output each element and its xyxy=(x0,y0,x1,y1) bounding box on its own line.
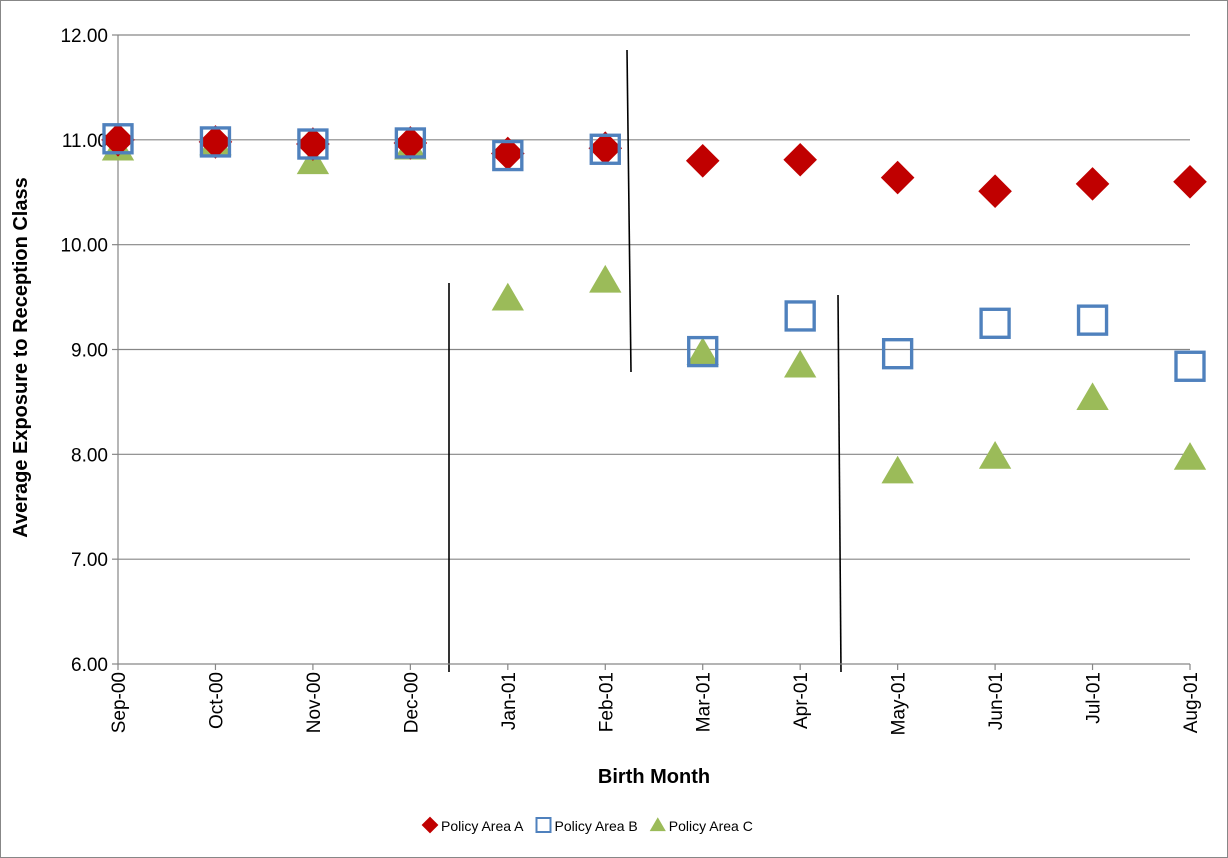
data-point xyxy=(491,136,525,171)
legend-label: Policy Area A xyxy=(441,818,524,834)
data-point xyxy=(881,455,914,484)
data-point xyxy=(784,349,817,378)
data-point xyxy=(492,139,524,172)
x-tick-label: Mar-01 xyxy=(694,672,715,732)
x-tick-label: Jul-01 xyxy=(1084,672,1105,724)
data-point xyxy=(979,307,1011,339)
y-axis-title: Average Exposure to Reception Class xyxy=(10,177,32,538)
y-tick-label: 8.00 xyxy=(71,445,108,466)
data-point xyxy=(783,142,817,177)
data-point xyxy=(978,441,1012,469)
x-tick-label: Feb-01 xyxy=(596,672,617,732)
x-tick-label: Oct-00 xyxy=(206,672,227,729)
data-point xyxy=(1076,382,1109,411)
legend-marker xyxy=(421,816,439,834)
data-point xyxy=(101,123,135,157)
y-tick-label: 7.00 xyxy=(71,550,108,571)
data-point xyxy=(784,300,816,332)
series-policy-area-a xyxy=(101,123,1207,209)
x-tick-label: Apr-01 xyxy=(791,672,812,729)
legend-marker xyxy=(535,817,552,833)
y-tick-label: 12.00 xyxy=(60,26,108,47)
x-tick-label: Aug-01 xyxy=(1181,672,1202,733)
x-axis-ticks: Sep-00 Oct-00 Nov-00 Dec-00 Jan-01 Feb-01 Mar-… xyxy=(109,664,1202,735)
data-point xyxy=(1076,304,1109,336)
annotation-lines xyxy=(448,49,842,673)
data-point xyxy=(1174,350,1206,382)
data-point xyxy=(1075,167,1110,201)
data-point xyxy=(199,126,232,158)
data-point xyxy=(1173,442,1207,470)
legend-item: Policy Area B xyxy=(535,817,638,834)
data-point xyxy=(1173,164,1207,199)
x-axis-title: Birth Month xyxy=(598,766,710,788)
legend: Policy Area A Policy Area B Policy Area C xyxy=(421,816,753,834)
data-point xyxy=(685,144,720,178)
y-tick-label: 6.00 xyxy=(71,655,108,676)
x-tick-label: Jun-01 xyxy=(986,672,1007,730)
legend-marker xyxy=(649,817,666,832)
data-point xyxy=(589,133,621,165)
x-tick-label: Nov-00 xyxy=(304,672,325,733)
data-point xyxy=(102,123,134,155)
data-point xyxy=(589,264,622,293)
data-point xyxy=(880,160,915,195)
data-point xyxy=(491,282,524,311)
legend-label: Policy Area B xyxy=(555,818,638,834)
x-tick-label: Dec-00 xyxy=(401,672,422,733)
data-marks xyxy=(101,123,1207,484)
legend-item: Policy Area A xyxy=(421,816,524,834)
data-point xyxy=(588,131,623,166)
gridlines xyxy=(118,34,1190,560)
y-tick-label: 10.00 xyxy=(60,236,108,257)
data-point xyxy=(198,125,233,159)
x-tick-label: Jan-01 xyxy=(499,672,520,730)
data-point xyxy=(394,127,427,159)
data-point xyxy=(393,126,428,160)
separator-line xyxy=(626,49,632,373)
x-tick-label: Sep-00 xyxy=(109,672,130,733)
legend-label: Policy Area C xyxy=(669,818,753,834)
y-axis-ticks: 6.00 7.00 8.00 9.00 10.00 11.00 12.00 xyxy=(60,26,118,676)
x-tick-label: May-01 xyxy=(889,672,910,735)
y-tick-label: 9.00 xyxy=(71,341,108,362)
series-policy-area-c xyxy=(101,127,1207,484)
legend-item: Policy Area C xyxy=(649,817,753,834)
data-point xyxy=(686,337,719,365)
y-tick-label: 11.00 xyxy=(62,131,108,152)
data-point xyxy=(297,128,329,160)
data-point xyxy=(296,127,330,161)
series-policy-area-b xyxy=(102,123,1206,382)
separator-line xyxy=(837,294,842,673)
data-point xyxy=(687,335,719,368)
data-point xyxy=(881,338,914,370)
data-point xyxy=(978,174,1012,209)
